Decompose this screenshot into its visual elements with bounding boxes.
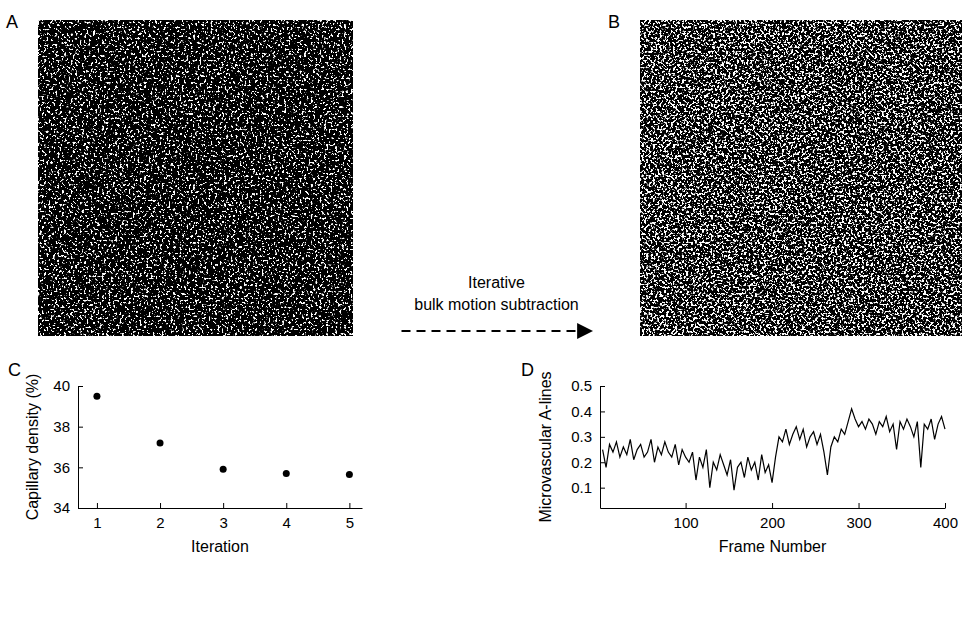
x-tick-label: 1 (93, 514, 101, 531)
y-tick-label: 36 (53, 459, 70, 476)
angiogram-image (38, 20, 353, 336)
y-tick-mark (600, 411, 605, 412)
y-tick-label: 0.4 (571, 403, 592, 420)
y-tick: 0.3 (571, 428, 605, 445)
x-tick-mark (945, 503, 946, 508)
y-tick-label: 0.3 (571, 428, 592, 445)
x-axis-line (79, 508, 363, 509)
y-tick: 36 (53, 459, 83, 476)
x-tick: 300 (847, 503, 872, 531)
x-tick-mark (160, 503, 161, 508)
angiogram-image (640, 20, 962, 336)
y-tick-mark (78, 386, 83, 387)
y-axis-line (600, 387, 601, 509)
marks (93, 393, 352, 478)
x-tick-mark (349, 503, 350, 508)
y-tick-label: 0.5 (571, 377, 592, 394)
y-tick-mark (600, 488, 605, 489)
y-tick: 0.2 (571, 454, 605, 471)
annotation: Iterativebulk motion subtraction (414, 274, 579, 313)
y-tick-mark (78, 427, 83, 428)
plot-scatter: 1234534363840 (53, 377, 362, 530)
y-axis: 0.1 0.2 0.3 0.4 0.5 (571, 377, 605, 508)
panel-letter: C (8, 360, 21, 380)
y-axis-title: Capillary density (%) (24, 374, 41, 521)
x-tick-label: 3 (219, 514, 227, 531)
y-tick: 0.5 (571, 377, 605, 394)
y-tick-mark (78, 467, 83, 468)
x-axis: 1 2 3 4 5 (79, 503, 363, 531)
x-axis-line (601, 508, 946, 509)
x-axis-title: Iteration (191, 538, 249, 555)
point (220, 466, 227, 473)
x-tick-label: 5 (346, 514, 354, 531)
x-tick-label: 2 (156, 514, 164, 531)
x-axis-title: Frame Number (719, 538, 827, 555)
y-axis: 34 36 38 40 (53, 377, 83, 516)
arrow (402, 330, 592, 332)
y-tick-label: 0.1 (571, 479, 592, 496)
y-tick-mark (600, 386, 605, 387)
y-tick-label: 34 (53, 499, 70, 516)
x-tick: 200 (760, 503, 785, 531)
x-tick: 100 (674, 503, 699, 531)
point (93, 393, 100, 400)
y-tick: 34 (53, 499, 83, 516)
panel-letter: A (6, 12, 18, 32)
y-tick-mark (600, 462, 605, 463)
x-tick-mark (859, 503, 860, 508)
y-tick-label: 0.2 (571, 454, 592, 471)
x-tick-mark (223, 503, 224, 508)
x-tick-mark (772, 503, 773, 508)
image-texture (38, 20, 353, 336)
x-tick: 4 (283, 503, 291, 531)
marks (603, 409, 945, 490)
y-tick-mark (600, 437, 605, 438)
x-axis: 100 200 300 400 (601, 503, 959, 531)
panel-letter: D (521, 360, 534, 380)
x-tick-label: 100 (674, 514, 699, 531)
y-tick: 0.1 (571, 479, 605, 496)
y-tick-label: 40 (53, 377, 70, 394)
point (283, 470, 290, 477)
y-axis-line (78, 387, 79, 509)
image-background (38, 20, 353, 336)
x-tick-mark (97, 503, 98, 508)
y-tick: 0.4 (571, 403, 605, 420)
x-tick-label: 300 (847, 514, 872, 531)
y-tick: 38 (53, 418, 83, 435)
x-tick-label: 200 (760, 514, 785, 531)
image-texture (640, 20, 962, 336)
x-tick-mark (286, 503, 287, 508)
point (157, 439, 164, 446)
image-background (640, 20, 962, 336)
x-tick: 2 (156, 503, 164, 531)
x-tick-mark (686, 503, 687, 508)
x-tick-label: 400 (933, 514, 958, 531)
x-tick: 5 (346, 503, 354, 531)
y-tick: 40 (53, 377, 83, 394)
panel-letter: B (608, 12, 620, 32)
plot-line: 100 200 300 400 0.1 0.2 0.3 0.4 0.5 (571, 377, 958, 530)
x-tick: 400 (933, 503, 958, 531)
y-tick-label: 38 (53, 418, 70, 435)
x-tick-label: 4 (283, 514, 291, 531)
y-axis-title: Microvascular A-lines (537, 371, 554, 522)
x-tick: 1 (93, 503, 101, 531)
point (346, 471, 353, 478)
y-tick-mark (78, 508, 83, 509)
x-tick: 3 (219, 503, 227, 531)
line (603, 409, 945, 490)
